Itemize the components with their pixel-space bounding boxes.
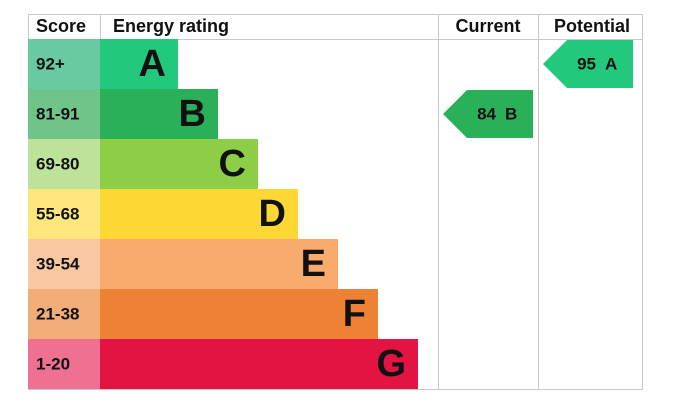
score-range: 81-91 [36,104,79,123]
rating-bar [100,139,258,189]
score-range: 39-54 [36,254,80,273]
potential-arrow [543,40,633,88]
rating-letter: F [343,293,366,335]
score-range: 55-68 [36,204,79,223]
current-rating: B [505,104,517,123]
score-cell [28,89,100,139]
score-cell [28,39,100,89]
potential-header: Potential [554,16,630,36]
score-cell [28,239,100,289]
current-arrow [443,90,533,138]
score-range: 69-80 [36,154,79,173]
rating-letter: C [219,143,246,185]
score-range: 1-20 [36,354,70,373]
rating-letter: G [376,343,406,385]
rating-bar [100,39,178,89]
rating-letter: E [301,243,326,285]
score-cell [28,289,100,339]
score-range: 92+ [36,54,65,73]
score-cell [28,139,100,189]
rating-bar [100,189,298,239]
potential-rating: A [605,54,617,73]
rating-bar [100,239,338,289]
rating-header: Energy rating [113,16,229,36]
rating-bar [100,89,218,139]
score-cell [28,189,100,239]
rating-letter: B [179,93,206,135]
rating-bar [100,289,378,339]
current-score: 84 [477,104,496,123]
rating-letter: D [259,193,286,235]
score-range: 21-38 [36,304,79,323]
rating-letter: A [139,43,166,85]
score-header: Score [36,16,86,36]
current-header: Current [455,16,520,36]
potential-score: 95 [577,54,596,73]
score-cell [28,339,100,389]
rating-bar [100,339,418,389]
